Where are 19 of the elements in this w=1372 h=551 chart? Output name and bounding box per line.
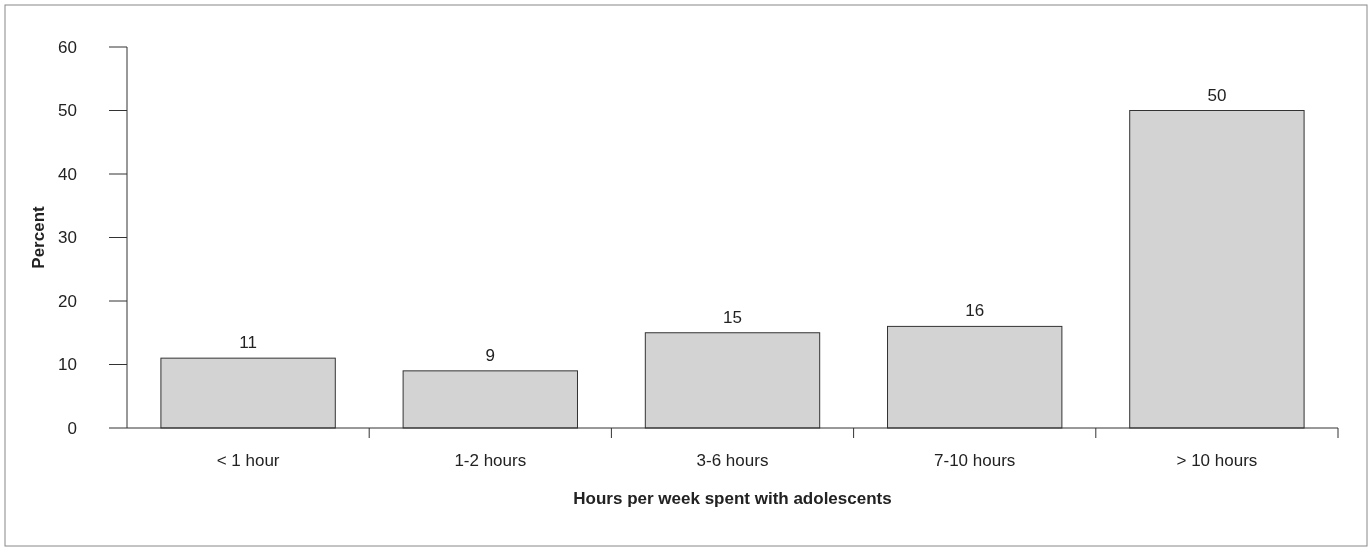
x-tick-label: 7-10 hours	[934, 451, 1016, 470]
x-tick-label: < 1 hour	[216, 451, 280, 470]
data-label: 50	[1207, 85, 1227, 105]
y-tick-label: 60	[58, 37, 77, 57]
x-axis-title: Hours per week spent with adolescents	[573, 489, 892, 508]
x-tick-label: 3-6 hours	[696, 451, 769, 470]
y-tick-label: 50	[58, 101, 77, 121]
data-label: 15	[723, 307, 742, 327]
y-axis-title: Percent	[29, 205, 48, 269]
x-tick-label: > 10 hours	[1176, 451, 1258, 470]
data-label: 9	[485, 345, 496, 365]
y-tick-label: 40	[58, 164, 77, 184]
y-tick-label: 30	[58, 228, 77, 248]
y-tick-label: 20	[58, 291, 77, 311]
y-tick-label: 0	[67, 418, 77, 438]
data-label: 16	[965, 301, 985, 321]
y-tick-label: 10	[58, 355, 77, 375]
x-tick-label: 1-2 hours	[454, 451, 527, 470]
data-label: 11	[239, 333, 257, 353]
